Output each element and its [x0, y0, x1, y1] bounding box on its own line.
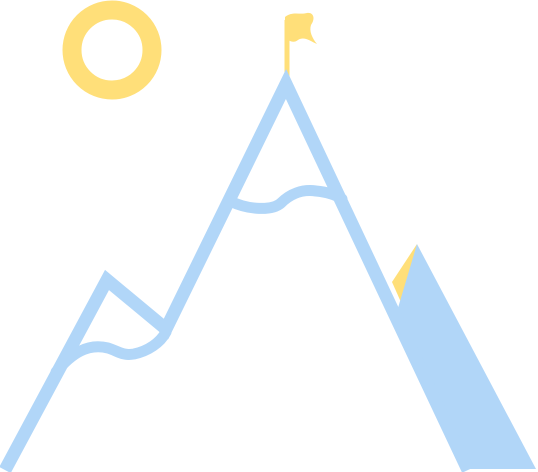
accent-peak	[392, 244, 417, 309]
mountain-shadow	[395, 244, 536, 469]
flag-banner	[285, 12, 317, 44]
left-snowline	[50, 326, 172, 378]
flag-icon	[284, 12, 317, 82]
main-snowline	[224, 185, 348, 214]
mountain-icon	[0, 68, 474, 472]
sun-icon	[62, 0, 162, 100]
